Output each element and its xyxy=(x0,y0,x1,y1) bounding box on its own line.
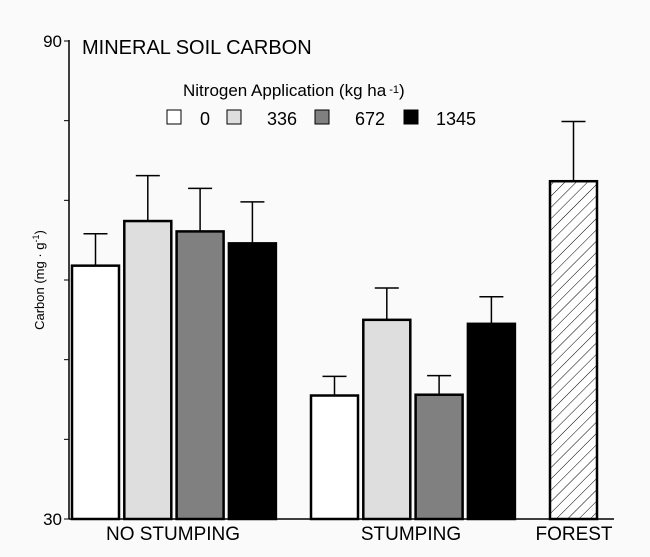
bar xyxy=(123,219,173,521)
bar xyxy=(466,322,517,521)
legend-title-superscript: -1 xyxy=(389,84,399,96)
legend-swatch xyxy=(403,109,419,125)
y-tick-label: 90 xyxy=(43,32,62,51)
bars xyxy=(70,120,599,521)
category-label: FOREST xyxy=(535,524,612,545)
category-labels: NO STUMPING STUMPING FOREST xyxy=(106,524,613,545)
y-axis-label: Carbon (mg · g-1) xyxy=(31,230,47,330)
legend-title: Nitrogen Application (kg ha -1) xyxy=(183,81,405,100)
legend-title-close: ) xyxy=(399,81,405,100)
legend-title-main: Nitrogen Application (kg ha xyxy=(183,81,387,100)
category-label: STUMPING xyxy=(361,524,461,545)
legend-swatch xyxy=(226,109,242,125)
legend-swatch xyxy=(314,109,330,125)
bar xyxy=(414,393,464,521)
bar xyxy=(309,394,360,521)
y-axis-label-main: Carbon (mg · g xyxy=(32,242,47,329)
y-tick-labels: 30 90 xyxy=(43,32,62,529)
legend-label: 0 xyxy=(200,109,210,129)
category-label: NO STUMPING xyxy=(106,524,240,545)
bar xyxy=(227,242,278,521)
legend-swatch xyxy=(166,109,182,125)
legend-label: 1345 xyxy=(436,109,476,129)
y-ticks xyxy=(64,40,69,520)
y-axis-label-superscript: -1 xyxy=(31,234,41,242)
legend-entries: 0 336 672 1345 xyxy=(166,109,476,129)
legend-label: 336 xyxy=(267,109,297,129)
bar xyxy=(175,230,225,521)
legend-label: 672 xyxy=(355,109,385,129)
y-tick-label: 30 xyxy=(43,510,62,529)
chart-title: MINERAL SOIL CARBON xyxy=(82,37,312,59)
y-axis-label-close: ) xyxy=(32,230,47,234)
bar xyxy=(548,179,599,521)
legend: Nitrogen Application (kg ha -1) 0 336 672 13… xyxy=(166,81,476,129)
bar xyxy=(70,264,121,521)
bar xyxy=(362,318,412,521)
